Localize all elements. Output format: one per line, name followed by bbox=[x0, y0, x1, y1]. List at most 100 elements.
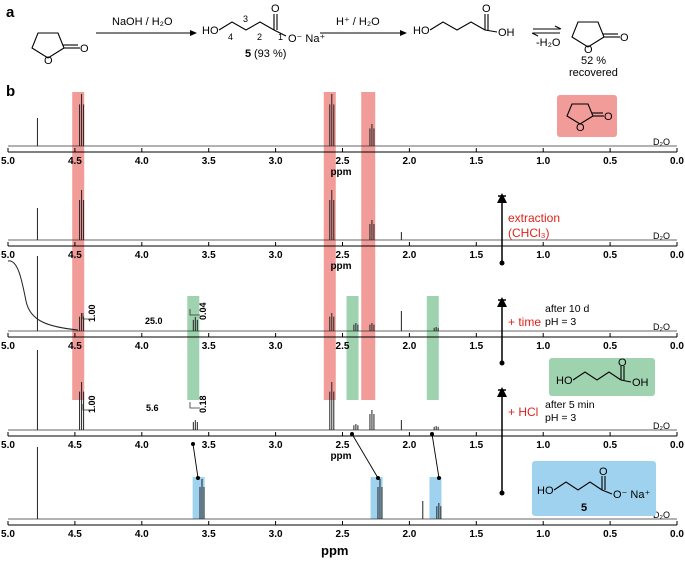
carbon-number-3: 3 bbox=[243, 14, 248, 24]
x-tick-label: 2.0 bbox=[402, 250, 416, 261]
acid-box-oh: OH bbox=[632, 377, 649, 389]
ph3-label-2: pH = 3 bbox=[545, 412, 576, 424]
equilibrium-head-back bbox=[531, 32, 539, 37]
carbon-number-1: 1 bbox=[278, 32, 283, 42]
salt-box-label: 5 bbox=[581, 502, 587, 514]
highlight-blue-1.78 bbox=[429, 477, 442, 519]
reaction-arrowhead-1 bbox=[190, 30, 197, 36]
x-tick-label: 1.0 bbox=[536, 440, 550, 451]
solvent-label: D₂O bbox=[653, 231, 670, 241]
x-tick-label: 3.5 bbox=[202, 250, 216, 261]
integrals-group: 1.00 25.0 0.04 1.00 5.6 0.18 bbox=[82, 302, 208, 413]
x-tick-label: 0.5 bbox=[603, 156, 617, 167]
x-tick-label: 4.5 bbox=[68, 341, 82, 352]
arrow-tail-dot-3 bbox=[499, 490, 505, 496]
x-tick-label: 0.0 bbox=[670, 440, 684, 451]
x-tick-label: 4.0 bbox=[135, 156, 149, 167]
reagent-acid: H⁺ / H₂O bbox=[336, 16, 380, 28]
x-tick-label: 0.5 bbox=[603, 341, 617, 352]
gbl-end-ring-o: O bbox=[584, 44, 593, 56]
panel-label-b: b bbox=[6, 83, 15, 100]
lactone-box-structure bbox=[566, 103, 604, 125]
x-tick-label: 0.5 bbox=[603, 250, 617, 261]
x-tick-label: 5.0 bbox=[1, 156, 15, 167]
x-tick-label: 1.5 bbox=[469, 529, 483, 540]
highlight-green-3.60 bbox=[187, 296, 200, 400]
salt-carboxylate: O⁻ Na⁺ bbox=[288, 33, 325, 45]
integral-bracket bbox=[82, 313, 93, 320]
x-tick-label: 4.0 bbox=[135, 341, 149, 352]
salt-box-ho: HO bbox=[537, 485, 554, 497]
x-tick-label: 4.5 bbox=[68, 250, 82, 261]
x-tick-label: 3.0 bbox=[269, 440, 283, 451]
x-tick-label: 3.5 bbox=[202, 156, 216, 167]
equilibrium-head-forward bbox=[554, 25, 562, 30]
x-tick-label: 2.0 bbox=[402, 156, 416, 167]
integral-value: 1.00 bbox=[87, 395, 97, 413]
panel-label-a: a bbox=[6, 4, 15, 21]
x-tick-label: 5.0 bbox=[1, 529, 15, 540]
acid-carbonyl-o: O bbox=[482, 3, 491, 15]
solvent-label: D₂O bbox=[653, 421, 670, 431]
salt-chain bbox=[218, 14, 287, 37]
x-tick-label: 3.0 bbox=[269, 156, 283, 167]
extraction-label: extraction bbox=[508, 211, 560, 225]
x-tick-label: 5.0 bbox=[1, 341, 15, 352]
time-label: + time bbox=[508, 315, 541, 329]
x-tick-label: 0.0 bbox=[670, 156, 684, 167]
acid-oh: OH bbox=[498, 27, 515, 39]
x-tick-label: 2.0 bbox=[402, 440, 416, 451]
integral-value: 0.18 bbox=[198, 395, 208, 413]
shift-connectors bbox=[192, 433, 440, 479]
x-tick-label: 3.0 bbox=[269, 529, 283, 540]
integral-bracket bbox=[189, 402, 200, 409]
highlight-blue-3.55 bbox=[192, 477, 205, 519]
x-tick-label: 0.5 bbox=[603, 440, 617, 451]
x-tick-label: 1.0 bbox=[536, 341, 550, 352]
arrow-tail-dot-1 bbox=[499, 260, 505, 266]
solvent-label: D₂O bbox=[653, 510, 670, 520]
x-tick-label: 4.0 bbox=[135, 529, 149, 540]
reagent-naoh: NaOH / H₂O bbox=[112, 16, 173, 28]
x-tick-label: 5.0 bbox=[1, 250, 15, 261]
x-tick-label: 0.0 bbox=[670, 341, 684, 352]
lactone-box-carbonyl-o: O bbox=[604, 111, 613, 123]
solvent-label: D₂O bbox=[653, 322, 670, 332]
reagent-dehydration: -H₂O bbox=[536, 37, 561, 49]
solvent-label: D₂O bbox=[653, 137, 670, 147]
lactone-box-ring-o: O bbox=[576, 122, 585, 134]
integral-bracket bbox=[189, 309, 200, 316]
salt-box-carbonyl-o: O bbox=[599, 466, 608, 478]
acid-chain bbox=[429, 14, 498, 33]
gbl-ring-o: O bbox=[44, 55, 53, 67]
x-tick-label: 2.5 bbox=[336, 440, 350, 451]
salt-ho: HO bbox=[202, 25, 219, 37]
after-5min-label: after 5 min bbox=[545, 399, 595, 411]
salt-box-chain bbox=[553, 476, 613, 495]
recovered-percent: 52 % bbox=[581, 55, 606, 67]
arrow-tail-dot-2 bbox=[499, 360, 505, 366]
x-tick-label: 2.0 bbox=[402, 341, 416, 352]
x-tick-label: 1.5 bbox=[469, 250, 483, 261]
x-tick-label: 3.0 bbox=[269, 250, 283, 261]
x-tick-label: 1.0 bbox=[536, 156, 550, 167]
reaction-arrowhead-2 bbox=[400, 30, 407, 36]
x-axis-unit: ppm bbox=[330, 261, 351, 272]
chcl3-label: (CHCl₃) bbox=[508, 226, 550, 240]
salt-carbonyl-o: O bbox=[271, 3, 280, 15]
x-tick-label: 4.0 bbox=[135, 250, 149, 261]
x-tick-label: 0.0 bbox=[670, 529, 684, 540]
integral-value: 25.0 bbox=[145, 316, 163, 326]
x-tick-label: 3.5 bbox=[202, 341, 216, 352]
gbl-carbonyl-o: O bbox=[80, 43, 89, 55]
after-10d-label: after 10 d bbox=[545, 303, 590, 315]
integral-value: 1.00 bbox=[87, 304, 97, 322]
gbl-end-carbonyl-o: O bbox=[620, 32, 629, 44]
hcl-label: + HCl bbox=[508, 405, 538, 419]
gbl-structure-end bbox=[571, 21, 620, 48]
axes-group: 5.0 4.5 4.0 3.5 3.0 2.5 2.0 1.5 1.0 0.5 0.0 ppm 5.0 4… bbox=[1, 148, 684, 540]
compound-5-yield: (93 %) bbox=[254, 48, 286, 60]
x-tick-label: 3.5 bbox=[202, 440, 216, 451]
x-tick-label: 2.5 bbox=[336, 529, 350, 540]
